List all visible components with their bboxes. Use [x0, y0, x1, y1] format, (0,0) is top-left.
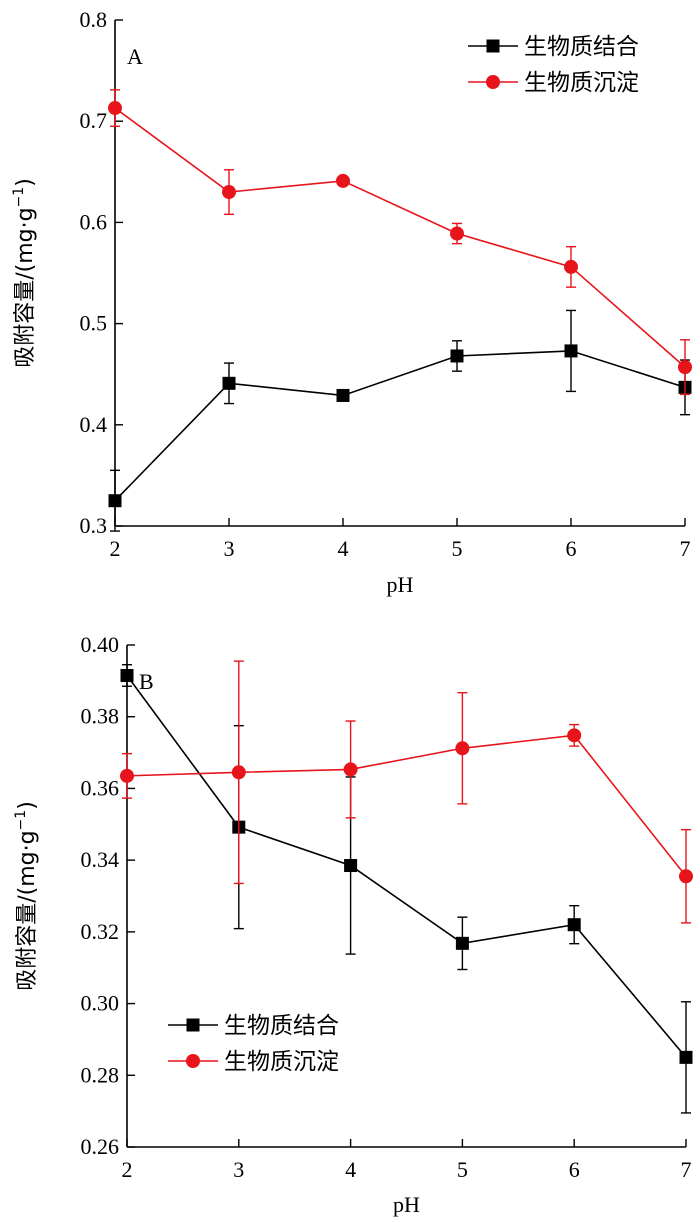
data-point-circle — [564, 259, 578, 274]
y-tick-label: 0.36 — [81, 775, 120, 800]
x-tick-label: 5 — [452, 536, 463, 561]
data-point-circle — [120, 768, 134, 783]
legend-label: 生物质结合 — [224, 1013, 339, 1039]
x-tick-label: 4 — [345, 1157, 356, 1182]
data-point-square — [336, 388, 350, 402]
series-line — [126, 675, 687, 1058]
legend-entry: 生物质沉淀 — [168, 1049, 339, 1075]
x-axis-title: pH — [393, 1192, 420, 1217]
x-tick-label: 3 — [224, 536, 235, 561]
y-tick-label: 0.34 — [81, 847, 120, 872]
series-biomass-precipitation — [108, 89, 692, 396]
data-point-circle — [450, 226, 464, 241]
y-tick-label: 0.28 — [81, 1062, 120, 1087]
x-tick-label: 3 — [233, 1157, 244, 1182]
data-point-square — [567, 918, 581, 932]
series-line — [114, 107, 686, 368]
y-tick-label: 0.5 — [80, 311, 108, 336]
panel-label: A — [127, 44, 143, 69]
data-point-circle — [231, 765, 246, 780]
series-line — [114, 350, 686, 502]
legend-label: 生物质沉淀 — [524, 70, 639, 96]
data-point-square — [108, 494, 122, 508]
x-tick-label: 4 — [338, 536, 349, 561]
data-point-circle — [567, 728, 582, 743]
data-point-circle — [679, 869, 693, 884]
x-tick-label: 7 — [681, 1157, 692, 1182]
y-tick-label: 0.40 — [81, 632, 120, 657]
data-point-square — [455, 936, 469, 950]
x-tick-label: 2 — [122, 1157, 133, 1182]
legend-label: 生物质沉淀 — [224, 1049, 339, 1075]
y-tick-label: 0.26 — [81, 1134, 120, 1159]
data-point-circle — [222, 185, 236, 200]
x-tick-label: 6 — [566, 536, 577, 561]
data-point-square — [222, 376, 236, 390]
series-line — [126, 734, 687, 877]
data-point-square — [344, 859, 358, 873]
y-tick-label: 0.38 — [81, 704, 120, 729]
legend-entry: 生物质结合 — [468, 34, 639, 60]
data-point-square — [564, 344, 578, 358]
legend-label: 生物质结合 — [524, 34, 639, 60]
data-point-square — [450, 349, 464, 363]
data-point-circle — [455, 741, 470, 756]
legend-marker-square — [186, 1018, 200, 1032]
y-tick-label: 0.32 — [81, 919, 120, 944]
y-tick-label: 0.4 — [80, 412, 108, 437]
data-point-circle — [108, 101, 122, 116]
y-axis-title: 吸附容量/(mg·g−1) — [11, 178, 38, 368]
legend-entry: 生物质结合 — [168, 1013, 339, 1039]
legend-entry: 生物质沉淀 — [468, 70, 639, 96]
chart-panel-a: 0.3 0.4 0.5 0.6 0.7 0.8 2 3 4 5 6 7 pH 吸附容量/(mg·g−1) A… — [11, 7, 692, 597]
series-biomass-binding — [108, 309, 692, 532]
data-point-square — [120, 668, 134, 682]
x-tick-label: 7 — [680, 536, 691, 561]
chart-panel-b: 0.26 0.28 0.30 0.32 0.34 0.36 0.38 0.40 2 3 4 5 6 7 pH… — [13, 632, 693, 1217]
x-axis-title: pH — [387, 572, 414, 597]
series-biomass-binding — [120, 664, 693, 1114]
legend-marker-circle — [486, 75, 500, 89]
series-biomass-precipitation — [120, 660, 693, 924]
y-tick-label: 0.7 — [80, 108, 108, 133]
data-point-circle — [343, 762, 358, 777]
x-tick-label: 6 — [569, 1157, 580, 1182]
x-tick-label: 2 — [110, 536, 121, 561]
y-tick-label: 0.30 — [81, 991, 120, 1016]
x-tick-label: 5 — [457, 1157, 468, 1182]
data-point-circle — [678, 360, 692, 375]
data-point-square — [679, 1050, 693, 1064]
y-tick-label: 0.8 — [80, 7, 108, 32]
panel-label: B — [139, 669, 154, 694]
legend-marker-circle — [186, 1054, 200, 1068]
y-axis-title: 吸附容量/(mg·g−1) — [13, 801, 40, 991]
legend-marker-square — [486, 39, 500, 53]
data-point-circle — [336, 173, 350, 188]
y-tick-label: 0.3 — [80, 513, 108, 538]
y-tick-label: 0.6 — [80, 209, 108, 234]
